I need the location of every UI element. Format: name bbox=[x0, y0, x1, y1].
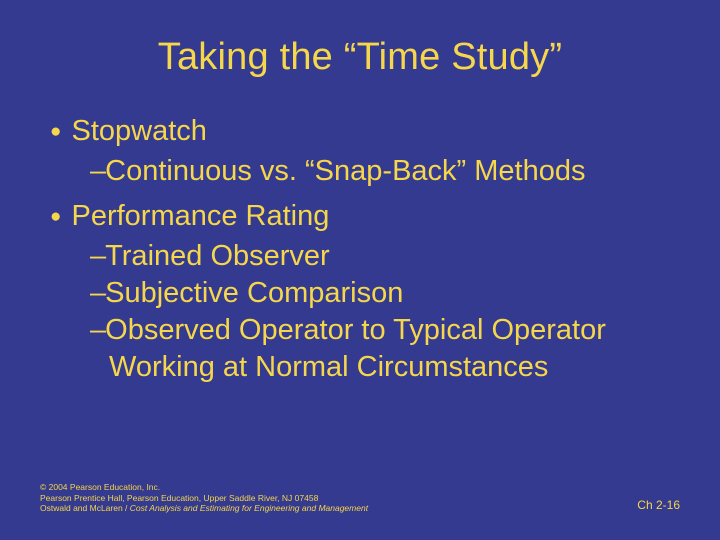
bullet-text: Trained Observer bbox=[105, 240, 330, 272]
bullet-text: Observed Operator to Typical Operator Wo… bbox=[105, 314, 606, 383]
footer-line: Pearson Prentice Hall, Pearson Education… bbox=[40, 493, 368, 504]
dash-icon: – bbox=[90, 314, 105, 346]
bullet-text: Stopwatch bbox=[71, 113, 206, 150]
dash-icon: – bbox=[90, 240, 105, 272]
bullet-level1: ● Performance Rating bbox=[48, 198, 680, 236]
bullet-level2: –Trained Observer bbox=[90, 238, 680, 275]
bullet-text: Subjective Comparison bbox=[105, 277, 403, 309]
footer-line: Ostwald and McLaren / Cost Analysis and … bbox=[40, 503, 368, 514]
dash-icon: – bbox=[90, 277, 105, 309]
footer-italic: Cost Analysis and Estimating for Enginee… bbox=[130, 503, 368, 513]
dash-icon: – bbox=[90, 155, 105, 187]
bullet-level2: –Subjective Comparison bbox=[90, 275, 680, 312]
bullet-level1: ● Stopwatch bbox=[48, 113, 680, 151]
slide-title: Taking the “Time Study” bbox=[40, 36, 680, 79]
sublist: –Continuous vs. “Snap-Back” Methods bbox=[48, 153, 680, 190]
footer: © 2004 Pearson Education, Inc. Pearson P… bbox=[40, 482, 368, 514]
bullet-icon: ● bbox=[50, 113, 61, 151]
sublist: –Trained Observer –Subjective Comparison… bbox=[48, 238, 680, 386]
bullet-text: Performance Rating bbox=[71, 198, 329, 235]
bullet-icon: ● bbox=[50, 198, 61, 236]
page-number: Ch 2-16 bbox=[637, 498, 680, 512]
slide-content: ● Stopwatch –Continuous vs. “Snap-Back” … bbox=[40, 113, 680, 387]
bullet-level2: –Observed Operator to Typical Operator W… bbox=[90, 312, 680, 386]
slide: Taking the “Time Study” ● Stopwatch –Con… bbox=[0, 0, 720, 540]
footer-prefix: Ostwald and McLaren / bbox=[40, 503, 130, 513]
bullet-text: Continuous vs. “Snap-Back” Methods bbox=[105, 155, 585, 187]
footer-line: © 2004 Pearson Education, Inc. bbox=[40, 482, 368, 493]
bullet-level2: –Continuous vs. “Snap-Back” Methods bbox=[90, 153, 680, 190]
